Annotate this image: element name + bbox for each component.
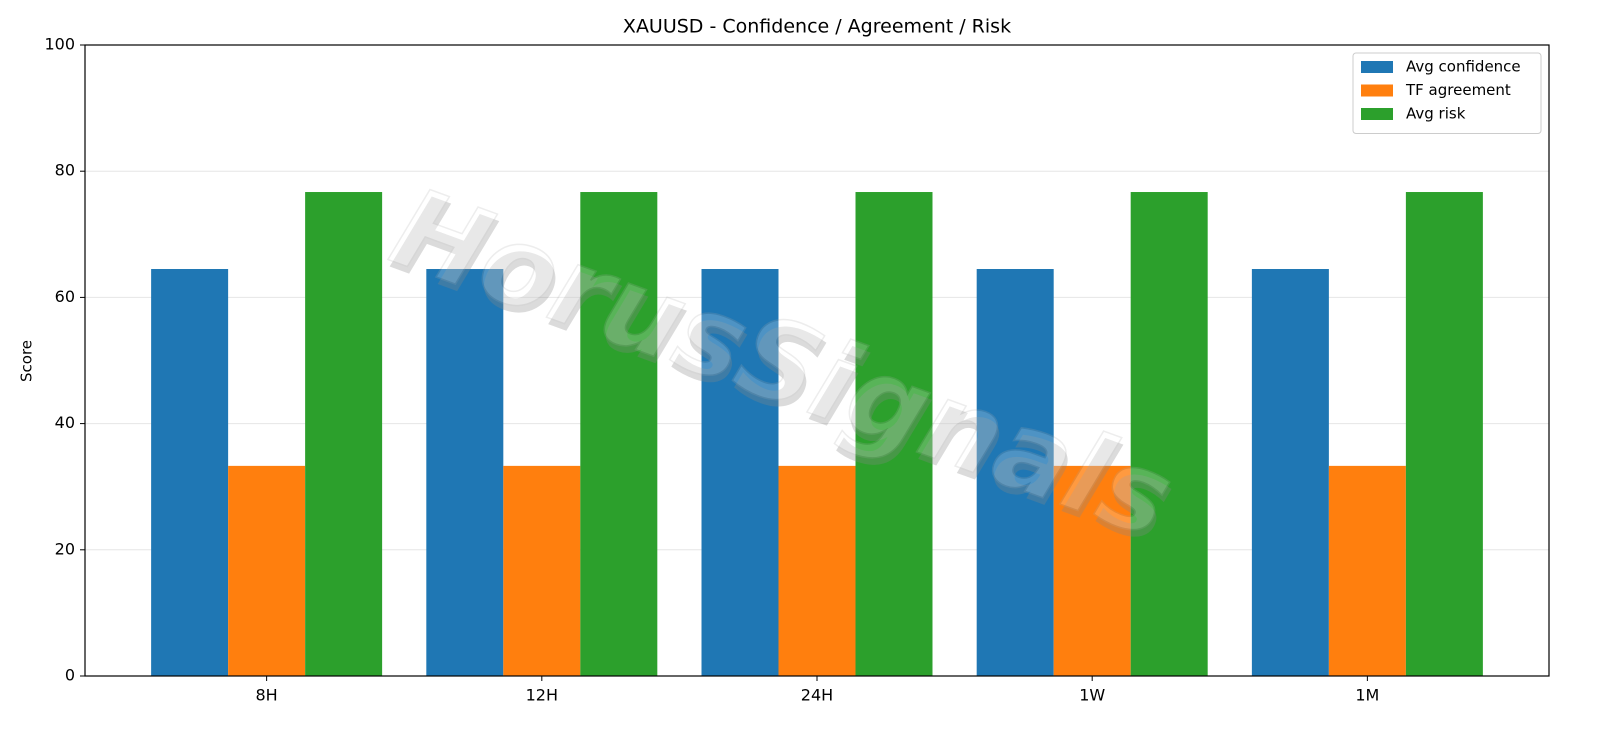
- chart-title: XAUUSD - Confidence / Agreement / Risk: [623, 16, 1011, 38]
- bar: [855, 192, 933, 676]
- y-axis-label: Score: [18, 340, 36, 382]
- bar: [426, 269, 504, 676]
- bar: [701, 269, 779, 676]
- legend-swatch: [1361, 84, 1393, 97]
- y-tick-label: 0: [65, 666, 75, 685]
- x-tick-label: 8H: [256, 686, 278, 705]
- y-tick-label: 60: [55, 287, 75, 306]
- plot-frame: [84, 44, 1550, 677]
- bar: [1405, 192, 1483, 676]
- bar: [1328, 465, 1406, 676]
- y-tick-label: 100: [44, 35, 75, 54]
- x-tick-label: 1W: [1079, 686, 1105, 705]
- legend-swatch: [1361, 108, 1393, 120]
- y-tick-label: 20: [55, 539, 75, 558]
- bar: [305, 192, 383, 676]
- bar: [1053, 465, 1131, 676]
- bar: [228, 465, 306, 676]
- bar: [151, 269, 229, 676]
- bar: [580, 192, 658, 676]
- bar: [1130, 192, 1208, 676]
- x-tick-label: 24H: [801, 686, 833, 705]
- legend-swatch: [1361, 61, 1393, 73]
- bar: [976, 269, 1054, 676]
- legend-box: [1352, 52, 1542, 134]
- y-tick-label: 80: [55, 161, 75, 180]
- legend-label: Avg risk: [1406, 105, 1466, 123]
- x-tick-label: 12H: [526, 686, 558, 705]
- bar: [1251, 269, 1329, 676]
- bar: [778, 465, 856, 676]
- legend-label: TF agreement: [1405, 81, 1511, 99]
- legend-label: Avg confidence: [1406, 58, 1521, 76]
- x-tick-label: 1M: [1355, 686, 1379, 705]
- bar: [503, 465, 581, 676]
- y-tick-label: 40: [55, 413, 75, 432]
